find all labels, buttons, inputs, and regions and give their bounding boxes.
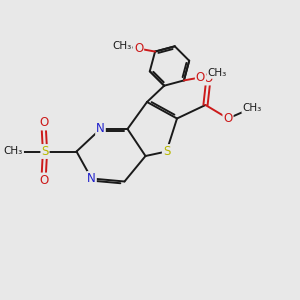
- Text: CH₃: CH₃: [4, 146, 23, 157]
- Text: O: O: [39, 173, 48, 187]
- Text: O: O: [134, 42, 143, 55]
- Text: CH₃: CH₃: [207, 68, 226, 78]
- Text: O: O: [196, 71, 205, 84]
- Text: N: N: [96, 122, 105, 136]
- Text: O: O: [204, 71, 213, 85]
- Text: S: S: [163, 145, 170, 158]
- Text: N: N: [87, 172, 96, 185]
- Text: O: O: [224, 112, 232, 125]
- Text: S: S: [41, 145, 49, 158]
- Text: CH₃: CH₃: [112, 40, 132, 51]
- Text: CH₃: CH₃: [242, 103, 262, 113]
- Text: O: O: [39, 116, 48, 130]
